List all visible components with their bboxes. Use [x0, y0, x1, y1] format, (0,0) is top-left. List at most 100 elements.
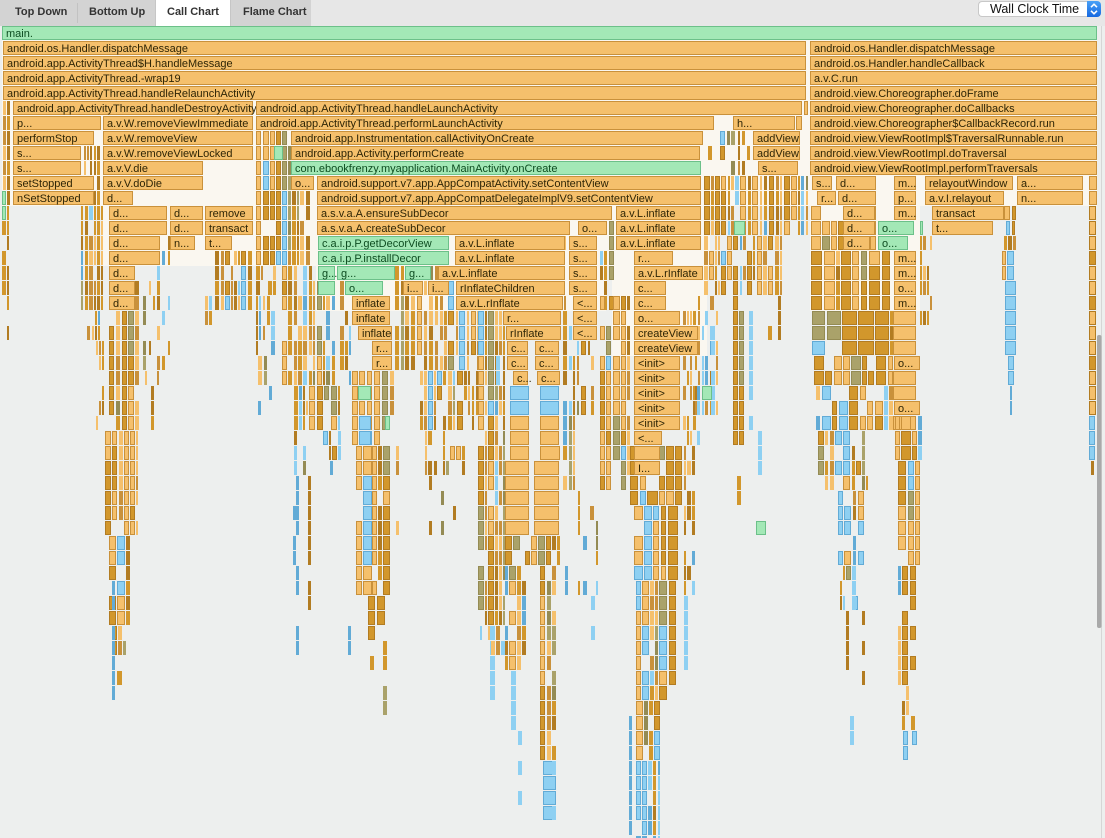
svg-text:android.os.Handler.handleCallb: android.os.Handler.handleCallback	[814, 58, 985, 70]
svg-text:android.app.ActivityThread.per: android.app.ActivityThread.performLaunch…	[260, 118, 503, 130]
svg-text:o...: o...	[582, 223, 597, 235]
svg-text:m...: m...	[898, 253, 916, 265]
svg-text:s...: s...	[17, 148, 32, 160]
svg-text:android.app.ActivityThread.han: android.app.ActivityThread.handleRelaunc…	[7, 88, 256, 100]
svg-text:p...: p...	[898, 193, 913, 205]
svg-text:a.v.L.rInflate: a.v.L.rInflate	[638, 268, 698, 280]
svg-text:createView: createView	[638, 343, 692, 355]
svg-text:addView: addView	[757, 148, 799, 160]
svg-text:d...: d...	[113, 238, 128, 250]
svg-text:android.support.v7.app.AppComp: android.support.v7.app.AppCompatDelegate…	[321, 193, 653, 205]
svg-text:s...: s...	[17, 163, 32, 175]
svg-text:d...: d...	[842, 193, 857, 205]
svg-text:s...: s...	[762, 163, 777, 175]
svg-text:remove: remove	[209, 208, 246, 220]
svg-text:o...: o...	[638, 313, 653, 325]
svg-text:inflate: inflate	[356, 298, 385, 310]
svg-text:c.a.i.p.P.installDecor: c.a.i.p.P.installDecor	[322, 253, 421, 265]
svg-text:o...: o...	[349, 283, 364, 295]
svg-text:rInflate: rInflate	[510, 328, 544, 340]
svg-text:relayoutWindow: relayoutWindow	[929, 178, 1007, 190]
svg-text:o...: o...	[898, 403, 913, 415]
svg-text:c.a.i.p.P.getDecorView: c.a.i.p.P.getDecorView	[322, 238, 432, 250]
svg-text:<init>: <init>	[638, 403, 665, 415]
svg-text:a.v.W.removeViewLocked: a.v.W.removeViewLocked	[107, 148, 233, 160]
svg-text:I...: I...	[638, 463, 650, 475]
svg-text:a.v.L.inflate: a.v.L.inflate	[620, 208, 675, 220]
svg-text:t...: t...	[209, 238, 221, 250]
svg-text:main.: main.	[6, 28, 33, 40]
svg-text:c...: c...	[638, 283, 653, 295]
svg-text:d...: d...	[847, 208, 862, 220]
svg-text:c...: c...	[517, 373, 532, 385]
svg-text:c...: c...	[638, 298, 653, 310]
svg-text:c...: c...	[511, 358, 526, 370]
svg-text:r...: r...	[638, 253, 650, 265]
svg-text:android.app.Instrumentation.ca: android.app.Instrumentation.callActivity…	[295, 133, 534, 145]
svg-text:a.v.V.doDie: a.v.V.doDie	[107, 178, 162, 190]
svg-text:i...: i...	[407, 283, 419, 295]
svg-text:a.v.L.inflate: a.v.L.inflate	[459, 238, 514, 250]
svg-text:g...: g...	[341, 268, 356, 280]
svg-text:d...: d...	[840, 178, 855, 190]
svg-text:s...: s...	[573, 268, 588, 280]
svg-text:android.app.ActivityThread.han: android.app.ActivityThread.handleDestroy…	[17, 103, 257, 115]
svg-text:o...: o...	[898, 358, 913, 370]
svg-text:s...: s...	[573, 283, 588, 295]
svg-text:s...: s...	[573, 253, 588, 265]
svg-text:c...: c...	[539, 343, 554, 355]
svg-text:a.s.v.a.A.createSubDecor: a.s.v.a.A.createSubDecor	[321, 223, 446, 235]
svg-text:android.app.ActivityThread$H.h: android.app.ActivityThread$H.handleMessa…	[7, 58, 233, 70]
svg-text:c...: c...	[511, 343, 526, 355]
svg-text:a.v.L.inflate: a.v.L.inflate	[620, 223, 675, 235]
svg-text:performStop: performStop	[17, 133, 78, 145]
svg-text:a.s.v.a.A.ensureSubDecor: a.s.v.a.A.ensureSubDecor	[321, 208, 449, 220]
svg-text:d...: d...	[113, 283, 128, 295]
svg-text:g...: g...	[409, 268, 424, 280]
svg-text:a.v.I.relayout: a.v.I.relayout	[929, 193, 991, 205]
svg-text:d...: d...	[174, 223, 189, 235]
svg-text:<...: <...	[577, 328, 593, 340]
svg-text:<init>: <init>	[638, 373, 665, 385]
svg-text:o...: o...	[882, 223, 897, 235]
svg-text:transact: transact	[936, 208, 975, 220]
svg-text:<init>: <init>	[638, 418, 665, 430]
svg-text:<init>: <init>	[638, 388, 665, 400]
svg-text:a.v.L.inflate: a.v.L.inflate	[620, 238, 675, 250]
svg-text:android.view.Choreographer.doC: android.view.Choreographer.doCallbacks	[814, 103, 1015, 115]
svg-text:setStopped: setStopped	[17, 178, 73, 190]
svg-text:n...: n...	[174, 238, 189, 250]
svg-text:r...: r...	[821, 193, 833, 205]
svg-text:<...: <...	[577, 298, 593, 310]
svg-text:android.os.Handler.dispatchMes: android.os.Handler.dispatchMessage	[7, 43, 188, 55]
svg-text:m...: m...	[898, 178, 916, 190]
svg-text:a.v.L.rInflate: a.v.L.rInflate	[460, 298, 520, 310]
svg-text:android.view.ViewRootImpl.doTr: android.view.ViewRootImpl.doTraversal	[814, 148, 1007, 160]
svg-text:m...: m...	[898, 268, 916, 280]
svg-text:transact: transact	[209, 223, 248, 235]
svg-text:android.app.ActivityThread.-wr: android.app.ActivityThread.-wrap19	[7, 73, 181, 85]
svg-text:i...: i...	[432, 283, 444, 295]
svg-text:r...: r...	[376, 343, 388, 355]
svg-text:o...: o...	[898, 283, 913, 295]
svg-text:p...: p...	[17, 118, 32, 130]
svg-text:r...: r...	[376, 358, 388, 370]
svg-text:android.view.Choreographer$Cal: android.view.Choreographer$CallbackRecor…	[814, 118, 1055, 130]
svg-text:android.app.ActivityThread.han: android.app.ActivityThread.handleLaunchA…	[260, 103, 498, 115]
svg-text:android.view.ViewRootImpl.perf: android.view.ViewRootImpl.performTravers…	[814, 163, 1038, 175]
svg-text:g...: g...	[322, 268, 337, 280]
svg-text:inflate: inflate	[356, 313, 385, 325]
svg-text:d...: d...	[174, 208, 189, 220]
svg-text:<...: <...	[577, 313, 593, 325]
svg-text:a.v.L.inflate: a.v.L.inflate	[459, 253, 514, 265]
svg-text:s...: s...	[816, 178, 831, 190]
svg-text:com.ebookfrenzy.myapplication.: com.ebookfrenzy.myapplication.MainActivi…	[295, 163, 558, 175]
svg-text:d...: d...	[113, 268, 128, 280]
svg-text:a.v.V.die: a.v.V.die	[107, 163, 148, 175]
svg-text:d...: d...	[847, 238, 862, 250]
svg-text:a...: a...	[1021, 178, 1036, 190]
svg-text:a.v.C.run: a.v.C.run	[814, 73, 858, 85]
svg-text:a.v.W.removeViewImmediate: a.v.W.removeViewImmediate	[107, 118, 248, 130]
svg-text:d...: d...	[847, 223, 862, 235]
svg-text:addView: addView	[757, 133, 799, 145]
